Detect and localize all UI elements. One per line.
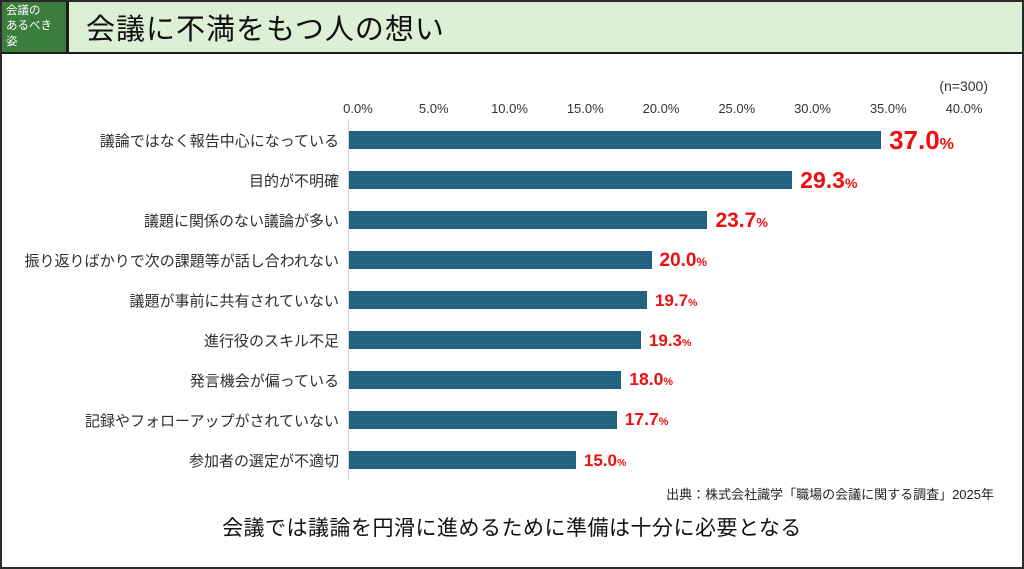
x-axis-tick-label: 15.0% [566, 101, 604, 116]
value-label: 15.0% [583, 450, 627, 470]
header-banner: 会議に不満をもつ人の想い [69, 2, 1022, 52]
category-label: 発言機会が偏っている [189, 372, 339, 390]
category-label: 記録やフォローアップがされていない [85, 412, 339, 430]
x-axis-tick-label: 40.0% [945, 101, 983, 116]
bar-track: 19.3% [348, 320, 954, 360]
header-badge: 会議の あるべき姿 [2, 2, 69, 52]
value-label: 18.0% [629, 369, 673, 390]
chart-row: 議題に関係のない議論が多い 23.7% [2, 200, 1022, 240]
category-label: 参加者の選定が不適切 [188, 452, 339, 470]
x-axis-tick-label: 25.0% [718, 101, 756, 116]
chart-row: 振り返りばかりで次の課題等が話し合われない 20.0% [2, 240, 1022, 280]
chart-row: 発言機会が偏っている 18.0% [2, 360, 1022, 400]
bar [349, 131, 882, 149]
bar-rows: 議論ではなく報告中心になっている 37.0% 目的が不明確 29.3% 議題に関係のない… [2, 120, 1022, 480]
bar [349, 371, 622, 389]
bar-track: 19.7% [348, 280, 954, 320]
x-axis-tick-label: 20.0% [642, 101, 680, 116]
bar-track: 29.3% [348, 160, 954, 200]
category-label: 議論ではなく報告中心になっている [99, 132, 339, 150]
value-label: 19.3% [648, 330, 692, 350]
chart-row: 記録やフォローアップがされていない 17.7% [2, 400, 1022, 440]
value-label: 29.3% [800, 166, 858, 193]
bar [349, 451, 576, 469]
category-label: 議題が事前に共有されていない [129, 292, 339, 310]
conclusion-text: 会議では議論を円滑に進めるために準備は十分に必要となる [222, 517, 802, 540]
bar-track: 37.0% [348, 120, 954, 160]
bar [349, 171, 793, 189]
bar [349, 331, 641, 349]
category-label: 進行役のスキル不足 [203, 332, 339, 350]
x-axis-tick-label: 10.0% [491, 101, 528, 116]
x-axis-tick-label: 30.0% [794, 101, 831, 116]
chart-body: (n=300) 0.0% 5.0% 10.0% 15.0% 20.0% 25.0% 30.0… [2, 54, 1022, 567]
bar-track: 20.0% [348, 240, 954, 280]
category-label: 議題に関係のない議論が多い [143, 212, 339, 230]
x-axis-ticks: 0.0% 5.0% 10.0% 15.0% 20.0% 25.0% 30.0% 35.0% 40… [343, 98, 982, 118]
sample-size-note: (n=300) [939, 78, 988, 94]
category-label: 目的が不明確 [248, 172, 339, 190]
value-label: 23.7% [715, 208, 768, 232]
x-axis-tick-label: 5.0% [418, 101, 449, 116]
bar [349, 211, 708, 229]
source-note: 出典：株式会社識学「職場の会議に関する調査」2025年 [666, 487, 994, 502]
bar-track: 23.7% [348, 200, 954, 240]
chart-row: 議題が事前に共有されていない 19.7% [2, 280, 1022, 320]
bar-track: 15.0% [348, 440, 954, 480]
page-title: 会議に不満をもつ人の想い [86, 14, 445, 46]
x-axis-tick-label: 35.0% [869, 101, 907, 116]
bar-track: 18.0% [348, 360, 954, 400]
value-label: 20.0% [659, 249, 707, 271]
value-label: 17.7% [624, 409, 669, 430]
chart-row: 目的が不明確 29.3% [2, 160, 1022, 200]
bar-track: 17.7% [348, 400, 954, 440]
category-label: 振り返りばかりで次の課題等が話し合われない [24, 252, 339, 270]
chart-row: 進行役のスキル不足 19.3% [2, 320, 1022, 360]
value-label: 19.7% [654, 290, 698, 310]
header: 会議の あるべき姿 会議に不満をもつ人の想い [2, 2, 1022, 54]
bar [349, 291, 647, 309]
value-label: 37.0% [889, 125, 954, 155]
bar [349, 411, 617, 429]
chart-row: 議論ではなく報告中心になっている 37.0% [2, 120, 1022, 160]
x-axis-tick-label: 0.0% [343, 101, 373, 116]
bar [349, 251, 652, 269]
chart-row: 参加者の選定が不適切 15.0% [2, 440, 1022, 480]
